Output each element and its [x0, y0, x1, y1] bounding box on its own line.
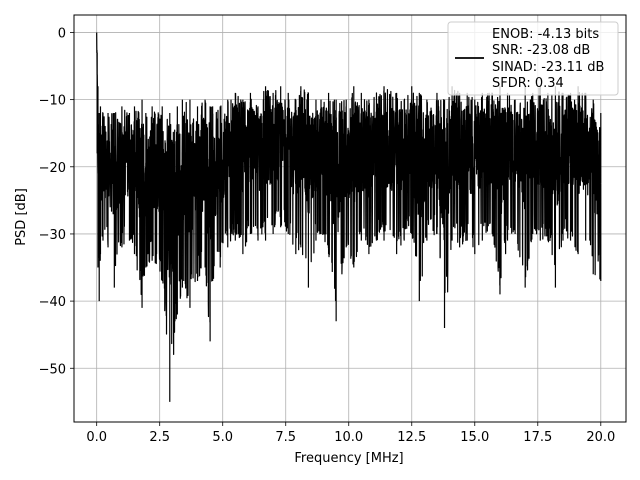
x-tick-label: 20.0 — [586, 430, 615, 445]
x-tick-label: 12.5 — [397, 430, 426, 445]
legend-sfdr: SFDR: 0.34 — [492, 76, 564, 91]
x-ticks: 0.0 2.5 5.0 7.5 10.0 12.5 15.0 17.5 20.0 — [86, 422, 615, 445]
y-tick-label: −40 — [39, 295, 66, 310]
legend: ENOB: -4.13 bits SNR: -23.08 dB SINAD: -… — [447, 21, 619, 96]
y-ticks: 0 −10 −20 −30 −40 −50 — [39, 26, 74, 377]
legend-box — [447, 21, 619, 96]
y-axis-label: PSD [dB] — [14, 188, 29, 246]
plot-area — [96, 32, 602, 402]
x-tick-label: 15.0 — [460, 430, 489, 445]
x-tick-label: 10.0 — [334, 430, 363, 445]
axes — [73, 14, 627, 423]
x-axis-label: Frequency [MHz] — [294, 451, 403, 466]
y-tick-label: −50 — [39, 362, 66, 377]
legend-snr: SNR: -23.08 dB — [492, 43, 590, 58]
y-tick-label: −20 — [39, 161, 66, 176]
y-tick-label: −10 — [39, 94, 66, 109]
x-tick-label: 5.0 — [212, 430, 233, 445]
axes-frame — [73, 14, 627, 423]
legend-sinad: SINAD: -23.11 dB — [492, 60, 604, 75]
y-tick-label: −30 — [39, 228, 66, 243]
legend-enob: ENOB: -4.13 bits — [492, 27, 599, 42]
x-tick-label: 2.5 — [149, 430, 170, 445]
x-tick-label: 17.5 — [523, 430, 552, 445]
y-tick-label: 0 — [58, 26, 66, 41]
psd-series-line — [96, 32, 602, 402]
x-tick-label: 0.0 — [86, 430, 107, 445]
x-tick-label: 7.5 — [275, 430, 296, 445]
